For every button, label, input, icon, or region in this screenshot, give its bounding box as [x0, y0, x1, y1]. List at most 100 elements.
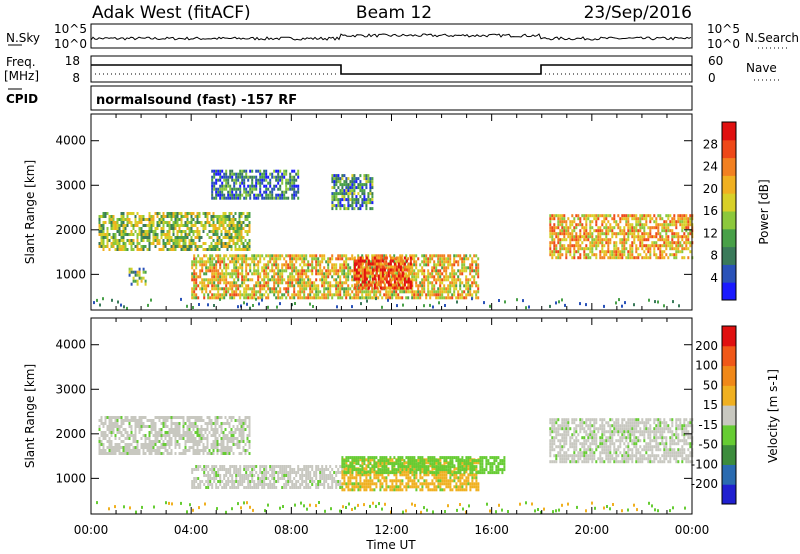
data-cell: [377, 296, 380, 300]
data-cell: [579, 247, 582, 251]
data-cell: [188, 425, 191, 428]
data-cell: [329, 293, 332, 297]
data-cell: [263, 275, 266, 279]
data-cell: [625, 238, 628, 242]
data-cell: [252, 304, 254, 307]
data-cell: [106, 434, 109, 437]
data-cell: [285, 480, 288, 483]
data-cell: [239, 284, 242, 288]
data-cell: [413, 278, 416, 282]
data-cell: [162, 242, 165, 245]
data-cell: [195, 287, 198, 291]
data-cell: [248, 428, 251, 431]
data-cell: [269, 269, 272, 273]
data-cell: [192, 452, 195, 455]
data-cell: [649, 235, 652, 239]
data-cell: [219, 254, 222, 258]
data-cell: [136, 273, 139, 277]
data-cell: [134, 428, 137, 431]
data-cell: [573, 217, 576, 221]
data-cell: [311, 483, 314, 486]
data-cell: [211, 483, 214, 486]
data-cell: [146, 239, 149, 242]
data-cell: [194, 431, 197, 434]
data-cell: [293, 477, 296, 480]
data-cell: [589, 241, 592, 245]
data-cell: [413, 254, 416, 258]
data-cell: [595, 247, 598, 251]
data-cell: [213, 266, 216, 270]
data-cell: [347, 287, 350, 291]
data-cell: [164, 434, 167, 437]
data-cell: [283, 486, 286, 489]
data-cell: [569, 232, 572, 236]
data-cell: [231, 196, 234, 200]
station-title: Adak West (fitACF): [92, 3, 251, 23]
data-cell: [625, 232, 628, 236]
data-cell: [257, 284, 260, 288]
data-cell: [146, 218, 149, 221]
data-cell: [653, 214, 656, 218]
data-cell: [219, 293, 222, 297]
data-cell: [561, 229, 564, 233]
data-cell: [241, 178, 244, 182]
data-cell: [423, 257, 426, 261]
data-cell: [337, 284, 340, 288]
data-cell: [315, 486, 318, 489]
data-cell: [467, 281, 470, 285]
data-cell: [469, 263, 472, 267]
data-cell: [201, 269, 204, 273]
data-cell: [661, 235, 664, 239]
data-cell: [235, 175, 238, 179]
data-cell: [166, 431, 169, 434]
data-cell: [621, 217, 624, 221]
data-cell: [439, 293, 442, 297]
data-cell: [259, 281, 262, 285]
data-cell: [203, 272, 206, 276]
data-cell: [661, 253, 664, 257]
data-cell: [215, 187, 218, 191]
data-cell: [289, 254, 292, 258]
data-cell: [196, 233, 199, 236]
data-cell: [293, 190, 296, 194]
data-cell: [603, 250, 606, 254]
data-cell: [253, 187, 256, 191]
data-cell: [655, 223, 658, 227]
data-cell: [307, 471, 310, 474]
data-cell: [587, 238, 590, 242]
data-cell: [437, 293, 440, 297]
data-cell: [453, 290, 456, 294]
data-cell: [198, 431, 201, 434]
data-cell: [425, 275, 428, 279]
data-cell: [214, 419, 217, 422]
data-cell: [273, 468, 276, 471]
data-cell: [569, 226, 572, 230]
data-cell: [387, 268, 390, 272]
data-cell: [205, 272, 208, 276]
data-cell: [229, 287, 232, 291]
data-cell: [277, 281, 280, 285]
data-cell: [174, 437, 177, 440]
data-cell: [627, 217, 630, 221]
data-cell: [549, 223, 552, 227]
data-cell: [98, 215, 101, 218]
data-cell: [108, 233, 111, 236]
data-cell: [112, 449, 115, 452]
data-cell: [237, 172, 240, 176]
data-cell: [216, 239, 219, 242]
data-cell: [441, 254, 444, 258]
data-cell: [379, 262, 382, 266]
data-cell: [301, 477, 304, 480]
data-cell: [343, 263, 346, 267]
data-cell: [204, 428, 207, 431]
data-cell: [244, 245, 247, 248]
data-cell: [327, 486, 330, 489]
data-cell: [253, 184, 256, 188]
data-cell: [227, 468, 230, 471]
data-cell: [259, 193, 262, 197]
data-cell: [215, 293, 218, 297]
data-cell: [269, 483, 272, 486]
data-cell: [140, 446, 143, 449]
data-cell: [671, 235, 674, 239]
data-cell: [293, 193, 296, 197]
